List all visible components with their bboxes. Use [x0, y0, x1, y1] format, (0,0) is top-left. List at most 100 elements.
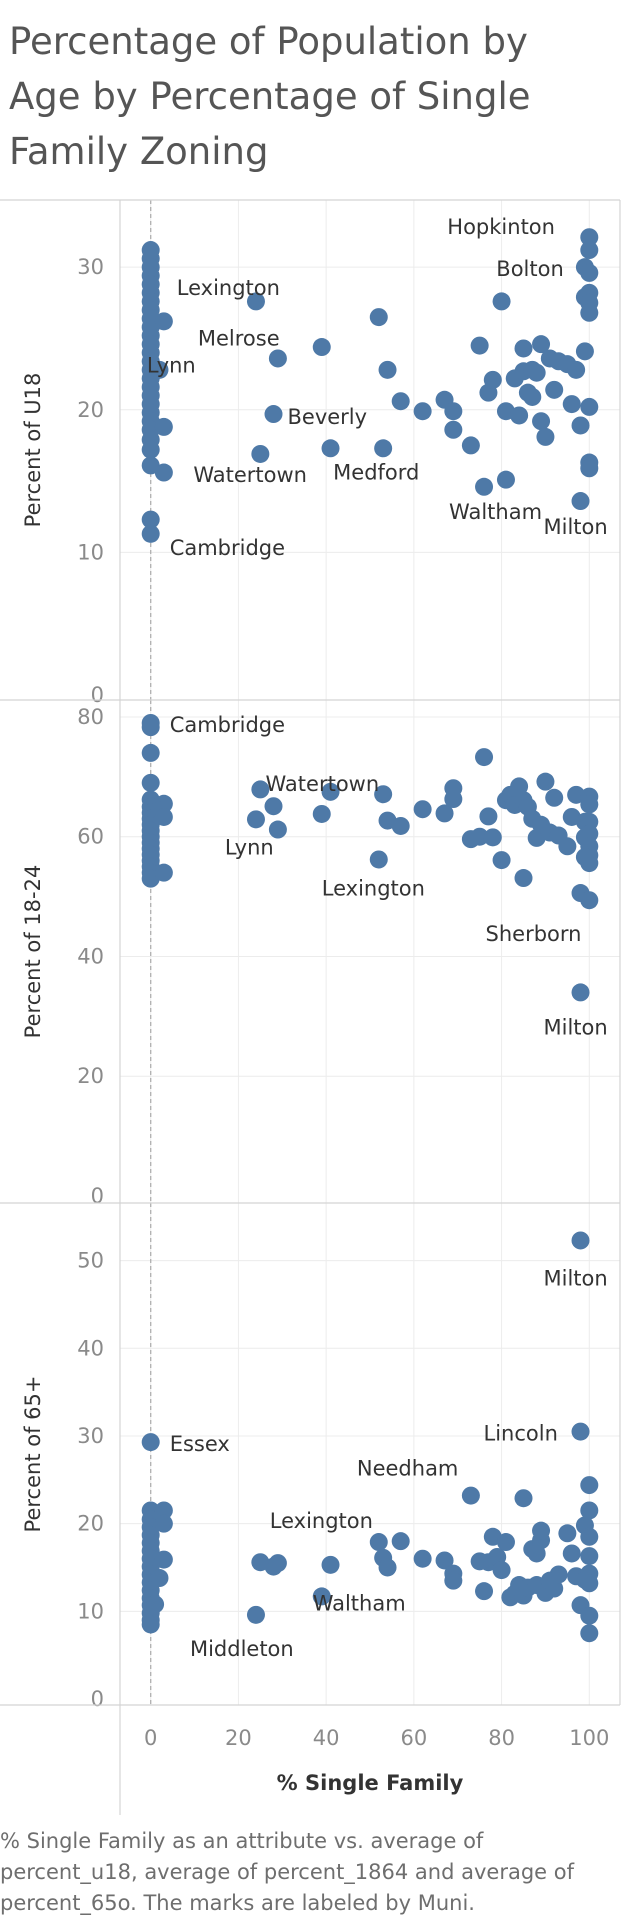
- data-point[interactable]: [514, 339, 533, 358]
- data-point[interactable]: [580, 263, 599, 282]
- data-point[interactable]: [571, 416, 590, 435]
- data-point[interactable]: [470, 827, 489, 846]
- data-point[interactable]: [580, 459, 599, 478]
- data-point[interactable]: [532, 412, 551, 431]
- data-point[interactable]: [150, 1569, 169, 1588]
- data-point[interactable]: [527, 363, 546, 382]
- data-point[interactable]: [523, 387, 542, 406]
- data-point[interactable]: [532, 1521, 551, 1540]
- data-point[interactable]: [571, 983, 590, 1002]
- data-point[interactable]: [369, 1533, 388, 1552]
- data-point[interactable]: [562, 1544, 581, 1563]
- data-point[interactable]: [413, 800, 432, 819]
- data-point[interactable]: [150, 360, 169, 379]
- data-point[interactable]: [435, 1551, 454, 1570]
- data-point[interactable]: [444, 790, 463, 809]
- data-point[interactable]: [496, 470, 515, 489]
- data-point[interactable]: [141, 510, 160, 529]
- data-point[interactable]: [536, 772, 555, 791]
- data-point[interactable]: [580, 891, 599, 910]
- data-point[interactable]: [580, 795, 599, 814]
- data-point[interactable]: [378, 1558, 397, 1577]
- data-point[interactable]: [575, 848, 594, 867]
- data-point[interactable]: [483, 370, 502, 389]
- data-point[interactable]: [141, 773, 160, 792]
- data-point[interactable]: [479, 807, 498, 826]
- data-point[interactable]: [492, 1561, 511, 1580]
- data-point[interactable]: [141, 456, 160, 475]
- data-point[interactable]: [369, 850, 388, 869]
- data-point[interactable]: [141, 718, 160, 737]
- data-point[interactable]: [154, 863, 173, 882]
- data-point[interactable]: [444, 402, 463, 421]
- data-point[interactable]: [154, 1501, 173, 1520]
- data-point[interactable]: [545, 1579, 564, 1598]
- data-point[interactable]: [580, 1574, 599, 1593]
- data-point[interactable]: [580, 1624, 599, 1643]
- data-point[interactable]: [251, 444, 270, 463]
- data-point[interactable]: [514, 1489, 533, 1508]
- data-point[interactable]: [251, 780, 270, 799]
- data-point[interactable]: [580, 1476, 599, 1495]
- data-point[interactable]: [154, 1514, 173, 1533]
- data-point[interactable]: [369, 308, 388, 327]
- data-point[interactable]: [378, 360, 397, 379]
- data-point[interactable]: [321, 782, 340, 801]
- data-point[interactable]: [268, 349, 287, 368]
- data-point[interactable]: [312, 338, 331, 357]
- data-point[interactable]: [580, 241, 599, 260]
- data-point[interactable]: [580, 1501, 599, 1520]
- data-point[interactable]: [264, 797, 283, 816]
- data-point[interactable]: [580, 1547, 599, 1566]
- data-point[interactable]: [246, 292, 265, 311]
- data-point[interactable]: [154, 463, 173, 482]
- data-point[interactable]: [391, 392, 410, 411]
- data-point[interactable]: [321, 439, 340, 458]
- data-point[interactable]: [444, 420, 463, 439]
- data-point[interactable]: [154, 1550, 173, 1569]
- data-point[interactable]: [141, 1615, 160, 1634]
- data-point[interactable]: [312, 804, 331, 823]
- data-point[interactable]: [580, 303, 599, 322]
- data-point[interactable]: [413, 1549, 432, 1568]
- data-point[interactable]: [141, 1433, 160, 1452]
- data-point[interactable]: [567, 785, 586, 804]
- data-point[interactable]: [558, 1524, 577, 1543]
- data-point[interactable]: [391, 816, 410, 835]
- data-point[interactable]: [246, 1605, 265, 1624]
- data-point[interactable]: [141, 524, 160, 543]
- data-point[interactable]: [580, 1527, 599, 1546]
- data-point[interactable]: [141, 743, 160, 762]
- data-point[interactable]: [268, 820, 287, 839]
- data-point[interactable]: [580, 397, 599, 416]
- data-point[interactable]: [154, 807, 173, 826]
- data-point[interactable]: [545, 788, 564, 807]
- data-point[interactable]: [514, 869, 533, 888]
- data-point[interactable]: [575, 342, 594, 361]
- data-point[interactable]: [496, 1533, 515, 1552]
- data-point[interactable]: [374, 439, 393, 458]
- data-point[interactable]: [475, 477, 494, 496]
- data-point[interactable]: [435, 804, 454, 823]
- data-point[interactable]: [461, 436, 480, 455]
- data-point[interactable]: [580, 824, 599, 843]
- data-point[interactable]: [483, 828, 502, 847]
- data-point[interactable]: [580, 1606, 599, 1625]
- data-point[interactable]: [571, 1231, 590, 1250]
- data-point[interactable]: [580, 228, 599, 247]
- data-point[interactable]: [536, 427, 555, 446]
- data-point[interactable]: [510, 406, 529, 425]
- data-point[interactable]: [567, 360, 586, 379]
- data-point[interactable]: [154, 312, 173, 331]
- data-point[interactable]: [146, 1595, 165, 1614]
- data-point[interactable]: [571, 1422, 590, 1441]
- data-point[interactable]: [492, 851, 511, 870]
- data-point[interactable]: [321, 1555, 340, 1574]
- data-point[interactable]: [470, 336, 489, 355]
- data-point[interactable]: [268, 1554, 287, 1573]
- data-point[interactable]: [475, 1582, 494, 1601]
- data-point[interactable]: [562, 395, 581, 414]
- data-point[interactable]: [141, 440, 160, 459]
- data-point[interactable]: [461, 1486, 480, 1505]
- data-point[interactable]: [492, 292, 511, 311]
